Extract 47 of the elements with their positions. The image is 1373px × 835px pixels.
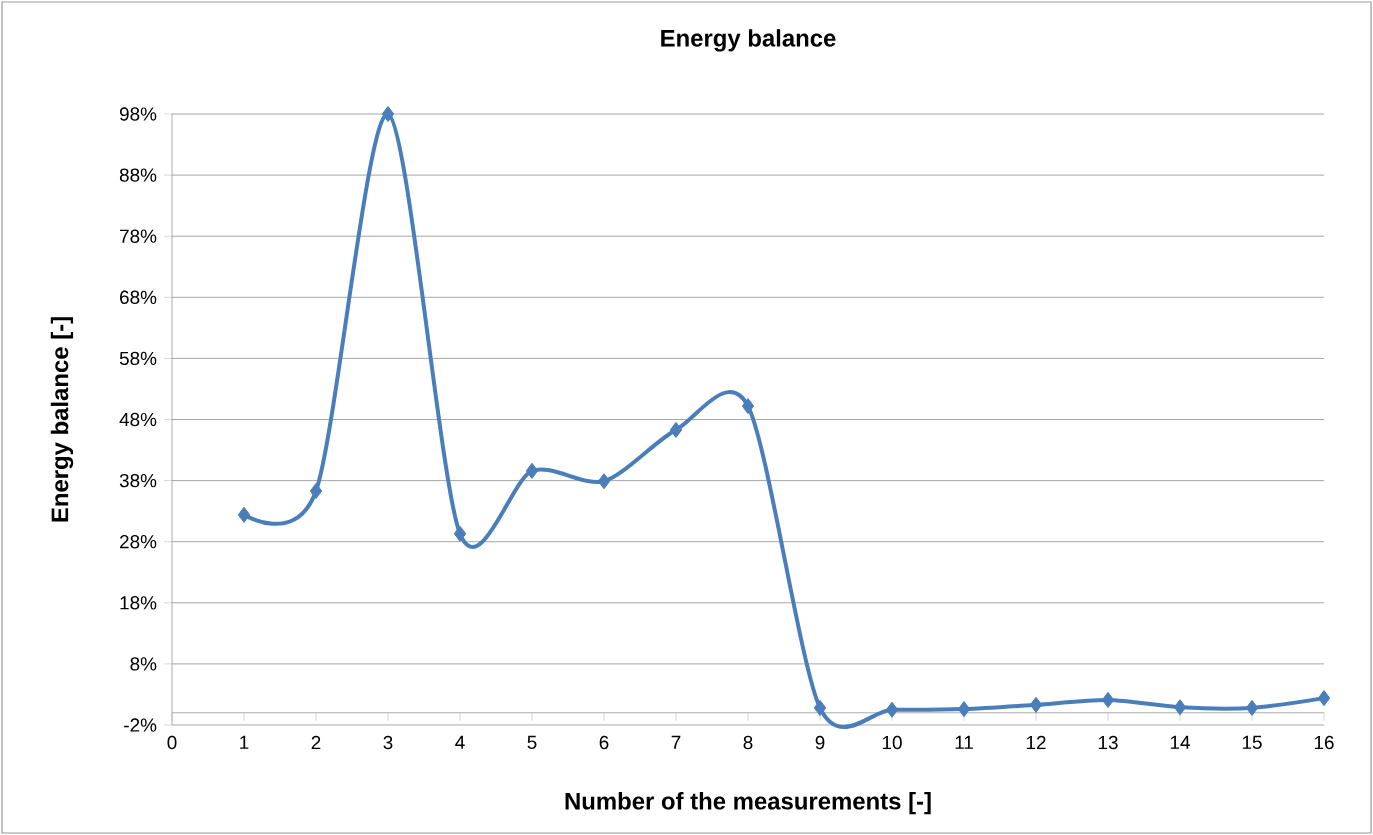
- x-axis-title: Number of the measurements [-]: [565, 792, 931, 815]
- x-tick-label: 6: [599, 735, 609, 750]
- point: [669, 421, 683, 438]
- y-tick-label: 28%: [120, 535, 157, 549]
- x-tick-label: 0: [167, 735, 177, 750]
- x-tick-label: 2: [311, 735, 321, 750]
- point: [597, 473, 611, 490]
- point: [237, 506, 251, 523]
- point: [1101, 691, 1115, 709]
- x-tick-label: 9: [815, 735, 825, 750]
- y-tick-label: 48%: [119, 412, 157, 427]
- x-tick-label: 11: [955, 735, 973, 749]
- x-tick-label: 8: [743, 735, 753, 750]
- y-tick-label: 68%: [120, 290, 157, 304]
- point: [453, 525, 467, 542]
- point: [741, 397, 755, 415]
- y-axis-title: Energy balance [-]: [50, 317, 74, 522]
- point: [1029, 696, 1043, 713]
- point: [381, 105, 395, 123]
- point: [309, 482, 323, 500]
- point: [813, 699, 827, 716]
- y-tick-label: 18%: [120, 596, 157, 610]
- y-tick-label: 38%: [119, 473, 157, 488]
- y-tick-label: 88%: [119, 168, 157, 182]
- y-tick-label: -2%: [124, 718, 157, 732]
- x-tick-label: 13: [1098, 735, 1118, 750]
- x-tick-label: 12: [1026, 735, 1046, 750]
- x-tick-label: 3: [383, 735, 393, 750]
- x-tick-label: 1: [240, 735, 249, 749]
- y-tick-label: 98%: [119, 107, 157, 121]
- point: [1317, 690, 1331, 707]
- x-tick-label: 10: [882, 735, 902, 750]
- point: [525, 462, 539, 479]
- x-tick-label: 15: [1242, 735, 1262, 750]
- point: [1173, 699, 1187, 716]
- point: [1245, 699, 1259, 716]
- x-tick-label: 16: [1314, 735, 1334, 750]
- x-tick-label: 4: [455, 735, 465, 749]
- x-tick-label: 5: [527, 735, 537, 750]
- y-tick-label: 8%: [130, 657, 157, 671]
- point: [957, 701, 971, 718]
- y-tick-label: 58%: [119, 351, 157, 366]
- chart-title: Energy balance: [661, 29, 836, 52]
- x-tick-label: 7: [671, 735, 681, 749]
- y-tick-label: 78%: [120, 229, 157, 243]
- point: [885, 701, 899, 718]
- x-tick-label: 14: [1170, 735, 1190, 749]
